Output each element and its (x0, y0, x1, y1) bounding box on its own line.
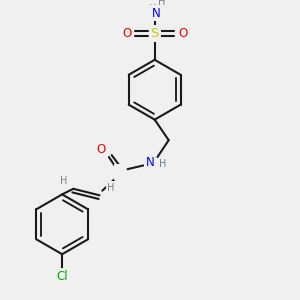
Text: C: C (116, 166, 124, 178)
Text: N: N (152, 7, 161, 20)
Text: O: O (178, 27, 187, 40)
Text: H: H (60, 176, 68, 186)
Text: H: H (158, 0, 165, 7)
Text: H: H (107, 183, 114, 193)
Text: N: N (146, 156, 154, 169)
Text: O: O (122, 27, 131, 40)
Text: S: S (151, 27, 159, 40)
Text: H: H (159, 160, 167, 170)
Text: Cl: Cl (56, 270, 68, 283)
Text: H: H (149, 4, 157, 14)
Text: O: O (97, 143, 106, 156)
